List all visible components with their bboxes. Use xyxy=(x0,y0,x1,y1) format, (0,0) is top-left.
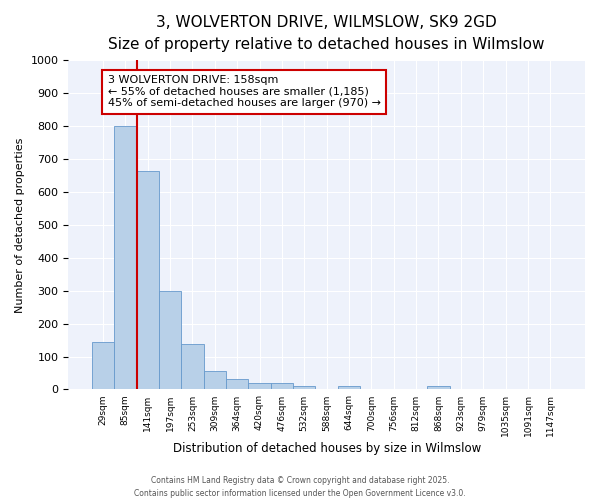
Bar xyxy=(92,342,114,390)
Text: 3 WOLVERTON DRIVE: 158sqm
← 55% of detached houses are smaller (1,185)
45% of se: 3 WOLVERTON DRIVE: 158sqm ← 55% of detac… xyxy=(108,75,381,108)
Title: 3, WOLVERTON DRIVE, WILMSLOW, SK9 2GD
Size of property relative to detached hous: 3, WOLVERTON DRIVE, WILMSLOW, SK9 2GD Si… xyxy=(109,15,545,52)
Y-axis label: Number of detached properties: Number of detached properties xyxy=(15,137,25,312)
Bar xyxy=(271,383,293,390)
Bar xyxy=(181,344,203,390)
Bar xyxy=(427,386,449,390)
Bar xyxy=(159,290,181,390)
Text: Contains HM Land Registry data © Crown copyright and database right 2025.
Contai: Contains HM Land Registry data © Crown c… xyxy=(134,476,466,498)
Bar xyxy=(248,383,271,390)
Bar xyxy=(137,170,159,390)
Bar xyxy=(114,126,137,390)
Bar xyxy=(203,372,226,390)
Bar xyxy=(226,378,248,390)
Bar xyxy=(293,386,316,390)
X-axis label: Distribution of detached houses by size in Wilmslow: Distribution of detached houses by size … xyxy=(173,442,481,455)
Bar xyxy=(338,386,360,390)
